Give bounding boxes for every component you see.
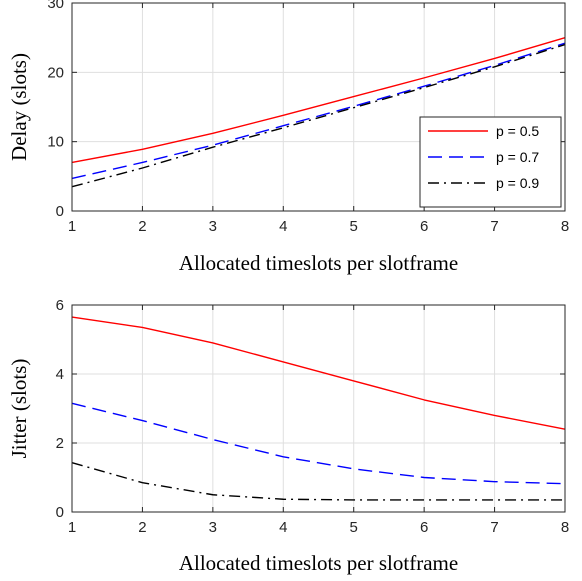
legend: p = 0.5 p = 0.7 p = 0.9 [419, 116, 562, 208]
x-tick-label: 1 [68, 218, 76, 235]
series-line-3 [71, 461, 565, 501]
x-tick-label: 2 [138, 519, 146, 536]
y-tick-label: 2 [56, 435, 64, 452]
y-tick-label: 10 [47, 134, 64, 151]
x-axis-label: Allocated timeslots per slotframe [179, 251, 458, 275]
axes-box [71, 304, 566, 513]
x-tick-label: 7 [490, 519, 498, 536]
x-tick-label: 5 [350, 519, 358, 536]
x-tick-label: 1 [68, 519, 76, 536]
plot-area [72, 305, 565, 512]
y-axis-label: Delay (slots) [7, 53, 31, 161]
jitter-chart: 1 2 3 4 5 6 7 8 0 2 4 6 Allocated timeslots per slot… [7, 297, 569, 575]
y-tick-label: 6 [56, 297, 64, 314]
x-tick-label: 8 [561, 218, 569, 235]
x-axis-label: Allocated timeslots per slotframe [179, 551, 458, 575]
series-line-1 [71, 316, 566, 430]
y-axis-label: Jitter (slots) [7, 359, 31, 459]
legend-box [419, 116, 562, 208]
axes-box [71, 2, 566, 212]
x-tick-label: 8 [561, 519, 569, 536]
legend-label-2: p = 0.7 [496, 149, 539, 165]
y-tick-label: 20 [47, 64, 64, 81]
x-tick-label: 4 [279, 519, 287, 536]
y-tick-label: 4 [56, 366, 64, 383]
x-tick-label: 2 [138, 218, 146, 235]
y-tick-label: 0 [56, 504, 64, 521]
y-tick-label: 0 [56, 203, 64, 220]
series-line-2 [71, 402, 566, 485]
series-line-3 [71, 43, 566, 188]
x-tick-label: 7 [490, 218, 498, 235]
x-tick-label: 3 [209, 218, 217, 235]
x-tick-label: 6 [420, 519, 428, 536]
x-tick-label: 4 [279, 218, 287, 235]
y-tick-label: 30 [47, 0, 64, 12]
legend-label-3: p = 0.9 [496, 175, 539, 191]
series-line-1 [71, 36, 566, 164]
series-line-2 [71, 42, 566, 180]
x-tick-label: 6 [420, 218, 428, 235]
x-tick-label: 5 [350, 218, 358, 235]
x-tick-label: 3 [209, 519, 217, 536]
delay-chart: 1 2 3 4 5 6 7 8 0 10 20 30 Allocated timeslots per s… [7, 0, 569, 275]
legend-label-1: p = 0.5 [496, 123, 539, 139]
